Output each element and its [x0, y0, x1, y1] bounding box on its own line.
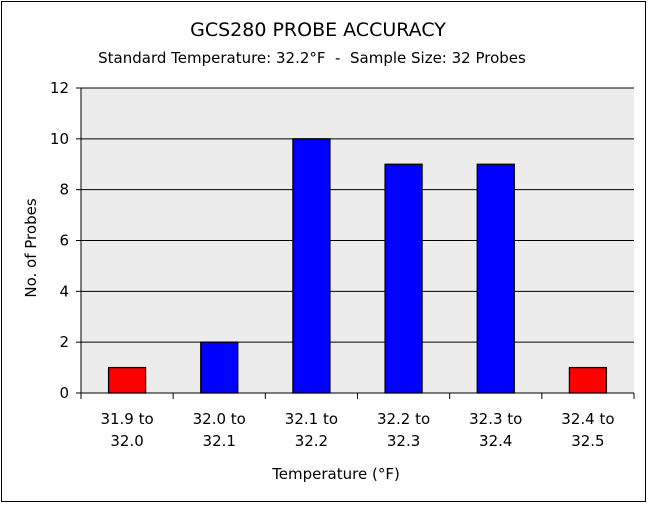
y-tick-label-4: 4	[59, 282, 69, 300]
y-tick-label-8: 8	[59, 181, 69, 199]
bar-5	[476, 163, 515, 394]
bar-4	[384, 163, 423, 394]
chart-title: GCS280 PROBE ACCURACY	[190, 19, 446, 41]
bar-2	[200, 341, 239, 394]
y-tick-label-12: 12	[50, 79, 69, 97]
y-tick-label-0: 0	[59, 384, 69, 402]
gridlines	[81, 87, 634, 343]
x-category-label-1-line-1: 31.9 to	[100, 410, 153, 428]
y-tick-label-10: 10	[50, 130, 69, 148]
bars	[107, 138, 608, 394]
x-category-label-6-line-2: 32.5	[571, 432, 604, 450]
x-category-labels: 31.9 to 32.0 32.0 to 32.1 32.1 to 32.2 32.2 to…	[100, 410, 614, 450]
x-category-label-4-line-1: 32.2 to	[377, 410, 430, 428]
x-category-label-5-line-1: 32.3 to	[469, 410, 522, 428]
x-category-label-3-line-2: 32.2	[295, 432, 328, 450]
bar-6	[568, 366, 608, 394]
x-category-label-1-line-2: 32.0	[110, 432, 143, 450]
x-category-label-2-line-2: 32.1	[203, 432, 236, 450]
y-tick-labels: 0 2 4 6 8 10 12	[50, 79, 69, 402]
y-axis-label: No. of Probes	[22, 198, 40, 297]
x-category-label-6-line-1: 32.4 to	[561, 410, 614, 428]
x-category-label-2-line-1: 32.0 to	[193, 410, 246, 428]
x-category-label-3-line-1: 32.1 to	[285, 410, 338, 428]
bar-3	[292, 138, 331, 394]
x-category-label-4-line-2: 32.3	[387, 432, 420, 450]
y-tick-label-6: 6	[59, 232, 69, 250]
bar-1	[107, 366, 147, 394]
x-axis-label: Temperature (°F)	[271, 465, 400, 483]
axes	[76, 87, 635, 399]
x-category-label-5-line-2: 32.4	[479, 432, 512, 450]
chart-subtitle: Standard Temperature: 32.2°F - Sample Si…	[98, 49, 526, 67]
y-tick-label-2: 2	[59, 333, 69, 351]
